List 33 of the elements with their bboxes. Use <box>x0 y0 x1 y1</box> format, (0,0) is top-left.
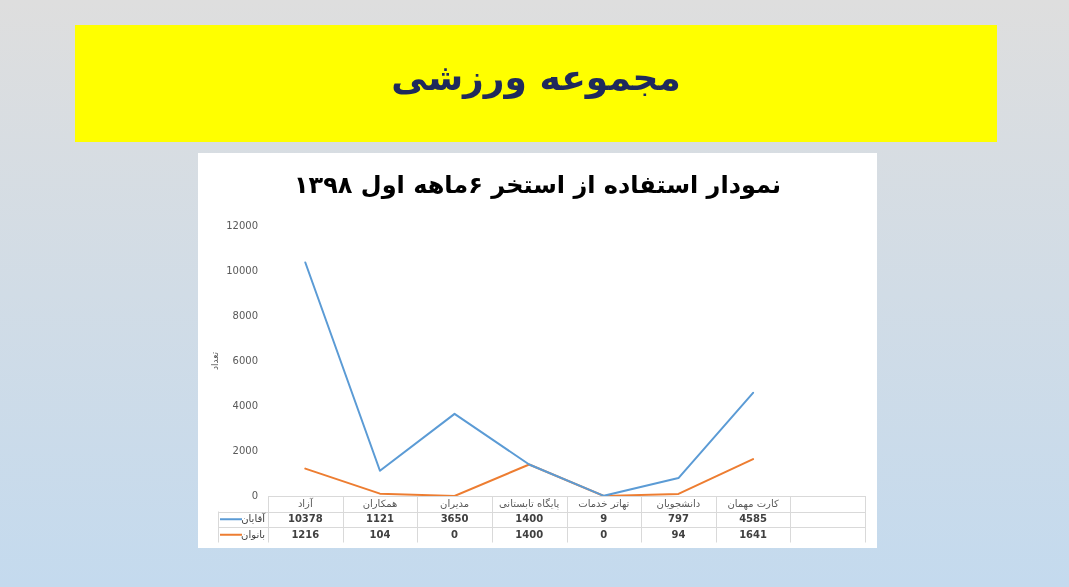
x-tick-label: پایگاه تابستانی <box>499 497 560 510</box>
y-tick-label: 2000 <box>232 444 258 456</box>
y-tick-label: 8000 <box>232 309 258 321</box>
data-label: 1641 <box>739 528 768 540</box>
y-tick-label: 0 <box>251 489 258 501</box>
data-label: 1400 <box>515 528 544 540</box>
data-label: 0 <box>451 528 459 540</box>
chart-title: مجموعه ورزشی <box>391 57 681 98</box>
data-label: 4585 <box>739 513 768 525</box>
x-tick-label: تهاتر خدمات <box>578 497 630 510</box>
legend-label: بانوان <box>241 528 265 540</box>
x-tick-label: مدیران <box>440 497 470 509</box>
y-tick-label: 12000 <box>226 219 258 231</box>
y-tick-label: 6000 <box>232 354 258 366</box>
data-label: 104 <box>369 528 391 540</box>
y-tick-label: 4000 <box>232 399 258 411</box>
data-label: 0 <box>600 528 608 540</box>
legend-label: آقایان <box>241 512 267 525</box>
data-label: 3650 <box>440 513 469 525</box>
data-label: 797 <box>668 513 689 525</box>
data-label: 94 <box>671 528 686 540</box>
x-tick-label: کارت مهمان <box>727 497 779 510</box>
data-label: 1121 <box>366 513 394 525</box>
y-axis-title: تعداد <box>209 351 220 371</box>
x-tick-label: همکاران <box>362 497 398 509</box>
chart-subtitle: نمودار استفاده از استخر ۶ماهه اول ۱۳۹۸ <box>293 171 782 199</box>
data-label: 1400 <box>515 513 544 525</box>
data-label: 10378 <box>287 513 323 525</box>
x-tick-label: آزاد <box>297 496 314 509</box>
data-label: 1216 <box>291 528 320 540</box>
data-label: 9 <box>600 513 608 525</box>
y-tick-label: 10000 <box>226 264 258 276</box>
x-tick-label: دانشجویان <box>656 497 701 509</box>
